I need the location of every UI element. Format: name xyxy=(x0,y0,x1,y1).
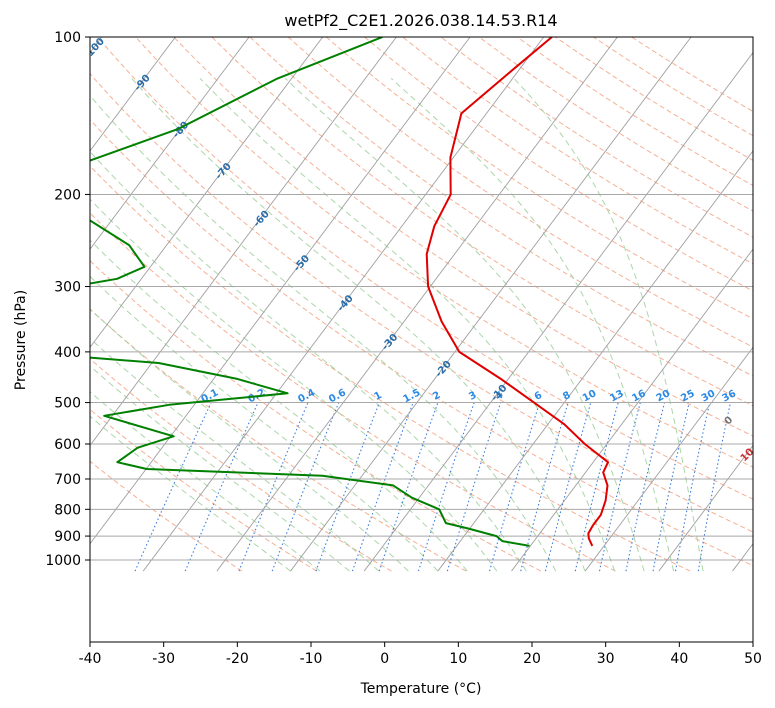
dry-adiabat-60 xyxy=(97,37,753,500)
axes: -40 -30 -20 -10 0 10 20 30 40 50 100 200 300 400 500 60… xyxy=(45,30,762,667)
chart-title: wetPf2_C2E1.2026.038.14.53.R14 xyxy=(284,11,557,31)
moist-adiabat-0 xyxy=(90,275,439,572)
isotherm--50 xyxy=(90,37,471,545)
isobars xyxy=(90,37,753,561)
moist-adiabat--20 xyxy=(90,415,291,572)
dry-adiabat-20 xyxy=(90,212,616,572)
moist-adiabat-12 xyxy=(90,150,527,572)
mixing-ratio-line-3 xyxy=(417,402,475,572)
mixing-ratio-label: 1 xyxy=(373,390,384,403)
isotherm--60 xyxy=(90,37,397,447)
isotherm-0 xyxy=(437,150,753,572)
x-tick-label: 40 xyxy=(670,651,688,667)
y-tick-label: 900 xyxy=(54,529,81,545)
y-tick-label: 300 xyxy=(54,280,81,296)
moist-adiabat-32 xyxy=(390,78,675,572)
plot-area: 0.1 0.2 0.4 0.6 1 1.5 2 3 4 6 8 10 13 16 20 25 30 36-100-… xyxy=(90,37,753,572)
series-lines xyxy=(90,37,609,547)
y-tick-label: 400 xyxy=(54,345,81,361)
x-tick-label: -30 xyxy=(152,651,175,667)
isotherm-10 xyxy=(511,248,753,572)
y-tick-label: 200 xyxy=(54,187,81,203)
x-tick-label: 20 xyxy=(523,651,541,667)
dry-adiabat-30 xyxy=(90,165,691,572)
mixing-ratio-line-36 xyxy=(697,402,732,572)
isotherm--90 xyxy=(90,37,176,152)
x-tick-label: -40 xyxy=(79,651,102,667)
y-tick-label: 100 xyxy=(54,30,81,46)
temperature-line xyxy=(425,37,609,547)
moist-adiabat-20 xyxy=(131,78,586,572)
moist-adiabat-8 xyxy=(90,198,498,572)
mixing-ratio-line-20 xyxy=(625,402,666,572)
moist-adiabats xyxy=(90,78,704,572)
moist-adiabat--8 xyxy=(90,337,380,572)
isotherm-20 xyxy=(584,346,753,572)
x-tick-label: 10 xyxy=(449,651,467,667)
isotherm--30 xyxy=(216,37,618,572)
y-tick-label: 800 xyxy=(54,502,81,518)
dry-adiabat-100 xyxy=(249,37,753,377)
mixing-ratio-lines xyxy=(134,402,732,572)
moist-adiabat--4 xyxy=(90,308,409,572)
y-tick-label: 1000 xyxy=(45,553,81,569)
x-tick-label: -20 xyxy=(226,651,249,667)
mixing-ratio-line-1.5 xyxy=(351,402,414,572)
dry-adiabat-140 xyxy=(402,37,753,265)
dry-adiabat--30 xyxy=(90,460,243,572)
y-tick-label: 700 xyxy=(54,472,81,488)
isotherm--20 xyxy=(290,37,692,572)
moist-adiabat-28 xyxy=(284,78,645,572)
y-tick-label: 500 xyxy=(54,396,81,412)
mixing-ratio-label: 4 xyxy=(494,390,505,403)
isotherm--10 xyxy=(363,51,753,572)
isotherm-30 xyxy=(658,444,753,572)
mixing-ratio-label: 6 xyxy=(533,390,544,403)
mixing-ratio-label: 8 xyxy=(561,390,572,403)
dry-adiabat-50 xyxy=(90,72,753,533)
x-axis-label: Temperature (°C) xyxy=(360,681,482,697)
mixing-ratio-line-16 xyxy=(598,402,641,572)
moist-adiabat-4 xyxy=(90,239,468,572)
x-tick-label: -10 xyxy=(300,651,323,667)
dewpoint-line xyxy=(90,37,530,547)
plot-frame xyxy=(89,36,754,643)
moist-adiabat-24 xyxy=(199,78,616,572)
dry-adiabat-70 xyxy=(135,37,753,468)
mixing-ratio-line-2 xyxy=(378,402,439,572)
mixing-ratio-line-0.4 xyxy=(238,402,309,572)
dry-adiabat-90 xyxy=(211,37,753,407)
mixing-ratio-line-13 xyxy=(574,402,619,572)
dry-adiabat-130 xyxy=(364,37,753,292)
mixing-ratio-line-25 xyxy=(652,402,690,572)
isotherms xyxy=(90,37,753,572)
mixing-ratio-label: 3 xyxy=(467,390,478,403)
isotherm--40 xyxy=(142,37,545,572)
x-tick-label: 50 xyxy=(744,651,762,667)
moist-adiabat-16 xyxy=(90,94,557,572)
dry-adiabat--10 xyxy=(90,358,392,572)
mixing-ratio-line-10 xyxy=(544,402,592,572)
x-tick-label: 30 xyxy=(597,651,615,667)
x-tick-label: 0 xyxy=(380,651,389,667)
y-axis-label: Pressure (hPa) xyxy=(13,290,29,390)
mixing-ratio-label: 2 xyxy=(431,390,442,403)
moist-adiabat-36 xyxy=(513,78,704,572)
y-tick-label: 600 xyxy=(54,437,81,453)
dry-adiabat-40 xyxy=(90,118,753,567)
mixing-ratio-line-30 xyxy=(674,402,711,572)
isotherm--70 xyxy=(90,37,324,349)
mixing-ratio-line-4 xyxy=(446,402,502,572)
